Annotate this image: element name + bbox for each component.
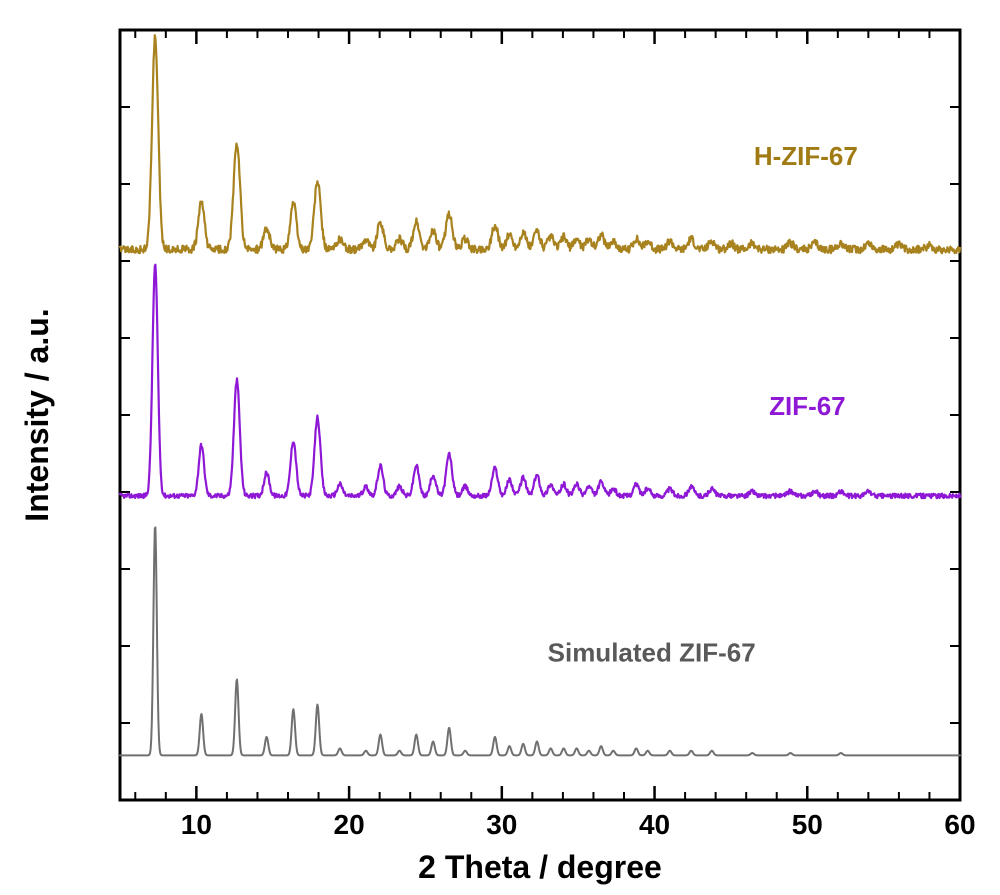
chart-svg: 10 20 30 40 50 60 2 Theta / degree Intensity / … bbox=[0, 0, 1000, 895]
xrd-chart: 10 20 30 40 50 60 2 Theta / degree Intensity / … bbox=[0, 0, 1000, 895]
svg-text:30: 30 bbox=[486, 809, 517, 840]
series-label-simulated-zif-67: Simulated ZIF-67 bbox=[548, 637, 756, 667]
x-axis-label: 2 Theta / degree bbox=[418, 849, 662, 885]
svg-text:60: 60 bbox=[944, 809, 975, 840]
svg-text:10: 10 bbox=[181, 809, 212, 840]
series-label-h-zif-67: H-ZIF-67 bbox=[754, 141, 858, 171]
y-axis-label: Intensity / a.u. bbox=[19, 308, 55, 521]
svg-text:40: 40 bbox=[639, 809, 670, 840]
svg-text:50: 50 bbox=[792, 809, 823, 840]
series-label-zif-67: ZIF-67 bbox=[769, 391, 846, 421]
svg-text:20: 20 bbox=[334, 809, 365, 840]
